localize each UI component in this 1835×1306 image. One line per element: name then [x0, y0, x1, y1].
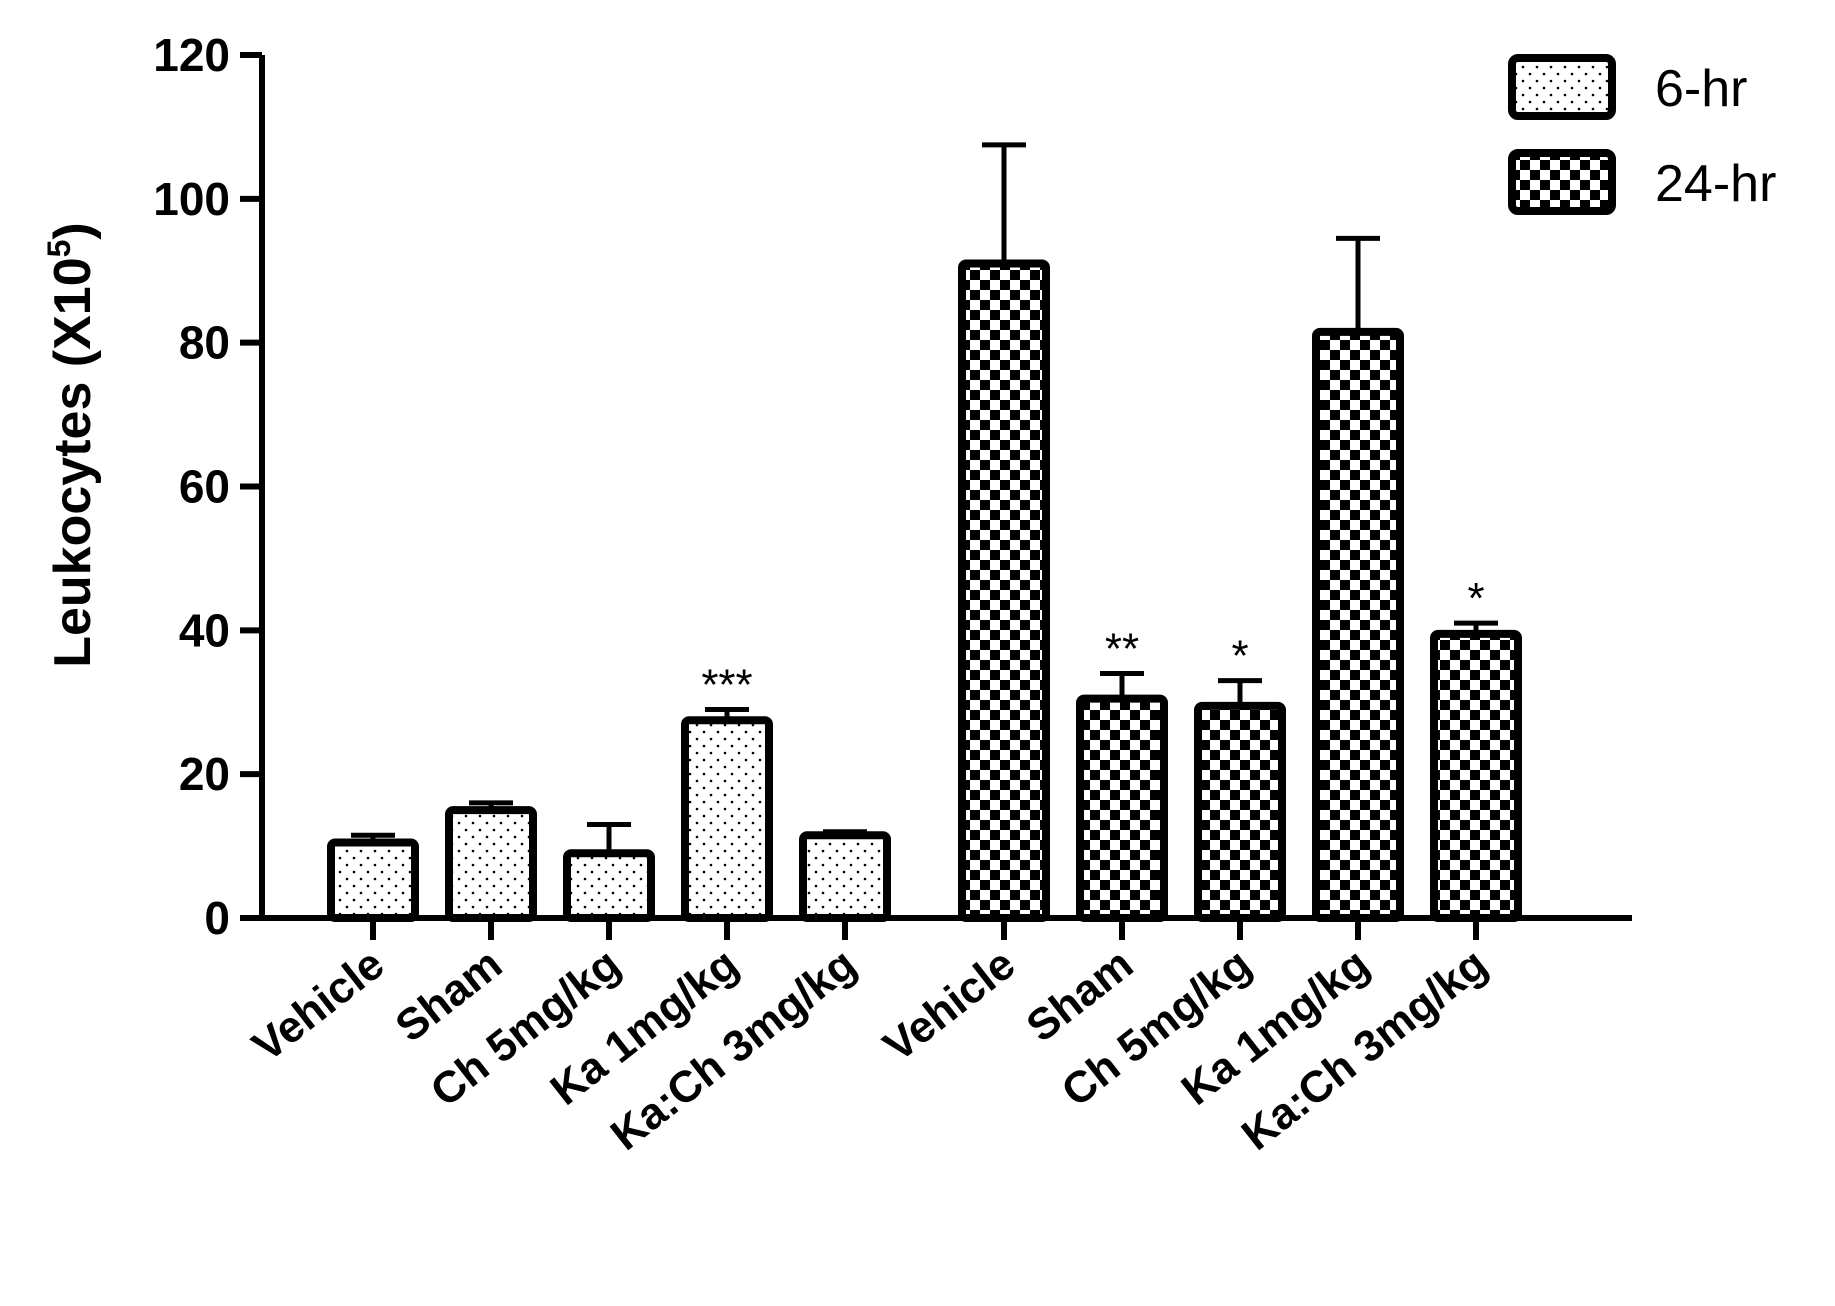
- category-label: Vehicle: [243, 939, 393, 1071]
- legend-item: 24-hr: [1508, 149, 1776, 215]
- bar: [1312, 327, 1404, 923]
- bar-group: [563, 822, 655, 923]
- y-axis-title: Leukocytes (X105): [41, 222, 102, 668]
- bar: [445, 806, 537, 922]
- category-label: Vehicle: [874, 939, 1024, 1071]
- bar-group: *: [1194, 632, 1286, 922]
- svg-text:Leukocytes (X105): Leukocytes (X105): [41, 222, 102, 668]
- legend-swatch: [1508, 149, 1616, 215]
- bar-group: **: [1076, 624, 1168, 923]
- bar-group: ***: [681, 660, 773, 923]
- bar: [1430, 629, 1522, 922]
- bar: [563, 849, 655, 923]
- y-axis-title-close: ): [44, 222, 102, 239]
- bar-group: [327, 832, 419, 922]
- bars-layer: ***** **: [327, 142, 1522, 923]
- y-axis-title-text: Leukocytes (X10: [44, 257, 102, 667]
- bar: [681, 716, 773, 923]
- legend-label: 6-hr: [1655, 60, 1747, 118]
- legend-label: 24-hr: [1655, 155, 1776, 213]
- bar-group: [1312, 235, 1404, 923]
- y-tick-label: 100: [153, 173, 230, 225]
- bar: [958, 259, 1050, 922]
- significance-marker: *: [1231, 632, 1248, 681]
- bar-group: [958, 142, 1050, 922]
- significance-marker: *: [1467, 574, 1484, 623]
- y-tick-label: 20: [179, 748, 230, 800]
- y-axis: 0 20 40 60 80 100 120: [153, 29, 265, 944]
- bar: [1076, 694, 1168, 923]
- y-tick-label: 40: [179, 604, 230, 656]
- significance-marker: ***: [701, 660, 752, 709]
- y-tick-label: 120: [153, 29, 230, 81]
- legend-item: 6-hr: [1508, 54, 1747, 120]
- y-tick-label: 60: [179, 461, 230, 513]
- bar-group: [799, 829, 891, 923]
- bar: [1194, 701, 1286, 922]
- bar-group: *: [1430, 574, 1522, 922]
- legend-swatch: [1508, 54, 1616, 120]
- y-tick-label: 80: [179, 317, 230, 369]
- bar: [327, 838, 419, 922]
- y-tick-label: 0: [204, 892, 230, 944]
- y-axis-title-exponent: 5: [41, 240, 77, 258]
- bar-group: [445, 800, 537, 922]
- bar: [799, 831, 891, 923]
- legend: 6-hr 24-hr: [1508, 54, 1776, 215]
- significance-marker: **: [1105, 624, 1139, 673]
